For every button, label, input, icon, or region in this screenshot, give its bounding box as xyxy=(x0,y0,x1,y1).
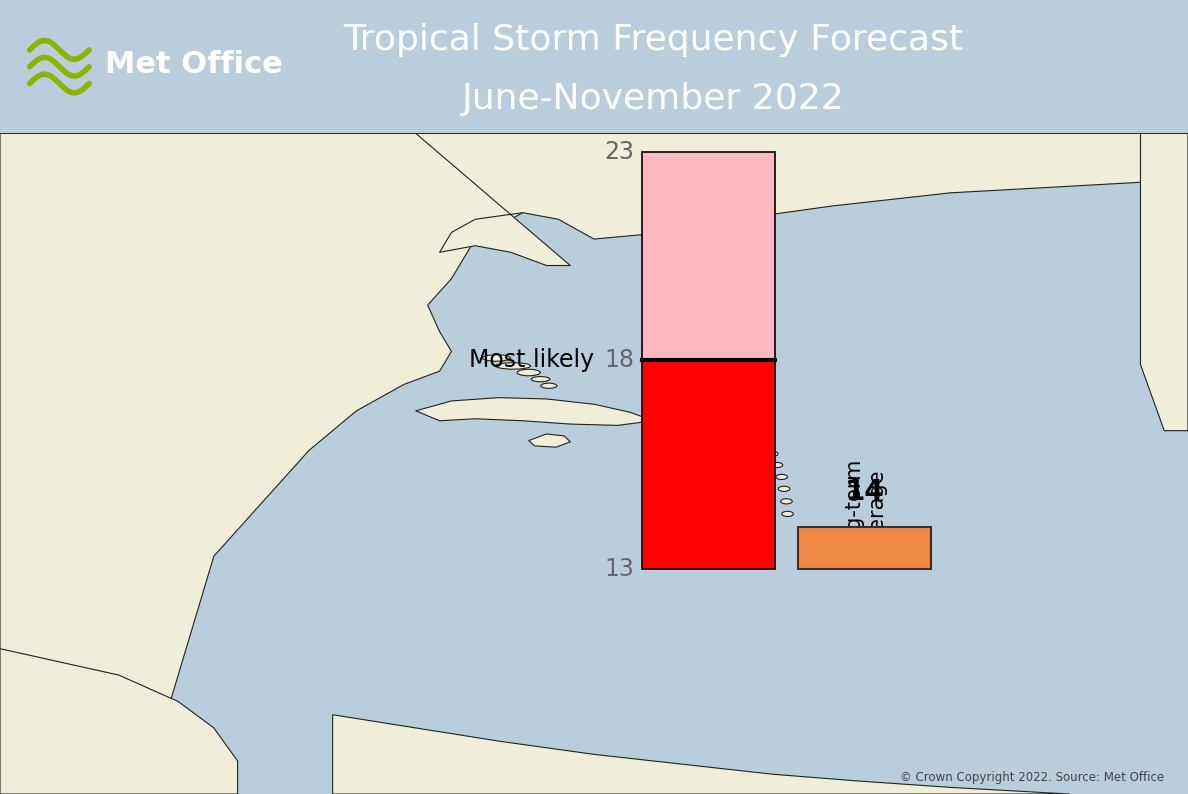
Text: 18: 18 xyxy=(605,349,634,372)
Text: Long-term
average: Long-term average xyxy=(843,457,886,565)
Text: Most likely: Most likely xyxy=(469,349,594,372)
Bar xyxy=(642,152,775,360)
Text: Forecast: Forecast xyxy=(699,462,718,556)
Bar xyxy=(798,527,931,569)
Text: Met Office: Met Office xyxy=(105,49,283,79)
Text: 14: 14 xyxy=(846,478,884,507)
Text: © Crown Copyright 2022. Source: Met Office: © Crown Copyright 2022. Source: Met Offi… xyxy=(901,771,1164,784)
Text: June-November 2022: June-November 2022 xyxy=(462,82,845,116)
Text: Tropical Storm Frequency Forecast: Tropical Storm Frequency Forecast xyxy=(343,23,963,57)
Text: 23: 23 xyxy=(605,140,634,164)
Bar xyxy=(642,360,775,569)
Text: 13: 13 xyxy=(605,557,634,580)
